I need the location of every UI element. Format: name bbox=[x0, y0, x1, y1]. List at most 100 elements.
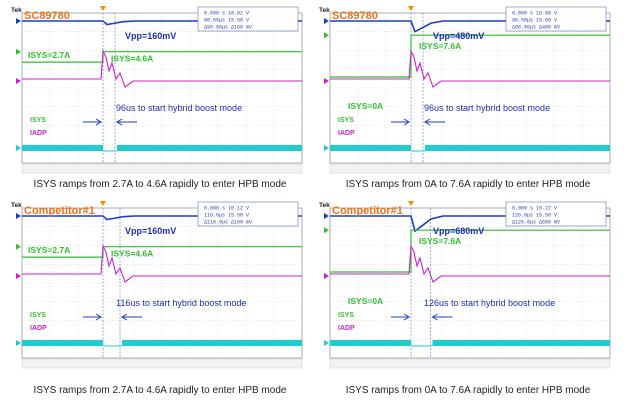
channel-marker bbox=[324, 145, 329, 151]
iadp-trace bbox=[330, 48, 610, 88]
iadp-trace bbox=[22, 243, 302, 283]
figure-caption: ISYS ramps from 0A to 7.6A rapidly to en… bbox=[345, 385, 591, 396]
panel-title: SC89780 bbox=[24, 10, 70, 22]
isys-before-label: ISYS=2.7A bbox=[28, 50, 70, 60]
figure-caption: ISYS ramps from 0A to 7.6A rapidly to en… bbox=[345, 179, 591, 190]
vsys-trace bbox=[330, 215, 610, 233]
sw-band bbox=[122, 340, 302, 346]
measurement-row: Δ96.50µs Δ480 mV bbox=[512, 25, 560, 31]
sw-band bbox=[330, 145, 411, 151]
delay-arrow-right bbox=[391, 118, 410, 126]
vsys-trace bbox=[330, 20, 610, 33]
legend-iadp: IADP bbox=[338, 325, 355, 332]
status-bar bbox=[329, 163, 611, 174]
isys-before-label: ISYS=0A bbox=[348, 101, 383, 111]
measurement-row: Δ116.0µs Δ160 mV bbox=[204, 220, 252, 226]
vpp-label: Vpp=160mV bbox=[125, 226, 176, 236]
legend-iadp: IADP bbox=[30, 130, 47, 137]
delay-label: 116us to start hybrid boost mode bbox=[116, 298, 246, 308]
channel-marker bbox=[324, 78, 329, 84]
scope-panel: 0.000 s 10.22 V 126.0µs 15.50 V Δ126.0µs Δ… bbox=[318, 200, 618, 370]
vpp-label: Vpp=480mV bbox=[433, 31, 484, 41]
isys-before-label: ISYS=2.7A bbox=[28, 245, 70, 255]
legend-isys: ISYS bbox=[30, 117, 46, 124]
channel-marker bbox=[16, 18, 21, 24]
channel-marker bbox=[16, 213, 21, 219]
measurement-row: 0.000 s 10.08 V bbox=[512, 11, 557, 17]
channel-marker bbox=[324, 18, 329, 24]
delay-arrow-right bbox=[391, 313, 410, 321]
status-bar bbox=[21, 358, 303, 369]
vpp-label: Vpp=680mV bbox=[433, 226, 484, 236]
channel-marker bbox=[324, 340, 329, 346]
isys-after-label: ISYS=7.6A bbox=[419, 41, 461, 51]
delay-arrow-right bbox=[83, 118, 102, 126]
delay-arrow-left bbox=[121, 313, 142, 321]
vpp-label: Vpp=160mV bbox=[125, 31, 176, 41]
delay-arrow-left bbox=[424, 118, 445, 126]
channel-marker bbox=[324, 273, 329, 279]
iadp-trace bbox=[330, 243, 610, 283]
measurement-row: 0.000 s 10.22 V bbox=[512, 206, 557, 212]
trigger-marker bbox=[408, 6, 414, 11]
sw-band bbox=[425, 145, 610, 151]
isys-after-label: ISYS=7.6A bbox=[419, 236, 461, 246]
brand-label: Tek bbox=[319, 202, 330, 209]
legend-iadp: IADP bbox=[338, 130, 355, 137]
measurement-box bbox=[505, 6, 607, 32]
trigger-marker bbox=[408, 201, 414, 206]
delay-label: 126us to start hybrid boost mode bbox=[424, 298, 555, 308]
measurement-row: Δ90.50µs Δ160 mV bbox=[204, 25, 252, 31]
figure-caption: ISYS ramps from 2.7A to 4.6A rapidly to … bbox=[33, 179, 287, 190]
trigger-marker bbox=[100, 201, 106, 206]
isys-after-label: ISYS=4.6A bbox=[111, 54, 153, 64]
channel-marker bbox=[324, 32, 329, 39]
channel-marker bbox=[16, 48, 21, 55]
measurement-row: Δ126.0µs Δ680 mV bbox=[512, 220, 560, 226]
legend-isys: ISYS bbox=[338, 312, 354, 319]
delay-label: 96us to start hybrid boost mode bbox=[424, 103, 550, 113]
scope-panel: 0.000 s 10.02 V 90.50µs 15.50 V Δ90.50µs Δ… bbox=[10, 5, 310, 175]
delay-arrow-left bbox=[116, 118, 137, 126]
channel-marker bbox=[16, 273, 21, 279]
measurement-box bbox=[197, 201, 299, 227]
panel-title: Competitor#1 bbox=[332, 205, 403, 217]
delay-label: 96us to start hybrid boost mode bbox=[116, 103, 242, 113]
sw-band bbox=[330, 340, 411, 346]
measurement-row: 126.0µs 15.50 V bbox=[512, 213, 557, 219]
measurement-row: 90.50µs 15.50 V bbox=[204, 18, 249, 24]
status-bar bbox=[21, 163, 303, 174]
trigger-marker bbox=[100, 6, 106, 11]
sw-band bbox=[22, 145, 103, 151]
scope-panel: 0.000 s 10.12 V 116.0µs 15.50 V Δ116.0µs Δ… bbox=[10, 200, 310, 370]
channel-marker bbox=[324, 227, 329, 234]
isys-before-label: ISYS=0A bbox=[348, 296, 383, 306]
channel-marker bbox=[16, 340, 21, 346]
measurement-box bbox=[505, 201, 607, 227]
vsys-trace bbox=[22, 215, 302, 221]
vsys-trace bbox=[22, 20, 302, 26]
delay-arrow-right bbox=[83, 313, 102, 321]
channel-marker bbox=[16, 145, 21, 151]
sw-band bbox=[432, 340, 610, 346]
brand-label: Tek bbox=[11, 7, 22, 14]
legend-isys: ISYS bbox=[338, 117, 354, 124]
channel-marker bbox=[16, 243, 21, 250]
measurement-row: 0.000 s 10.02 V bbox=[204, 11, 249, 17]
panel-title: Competitor#1 bbox=[24, 205, 95, 217]
isys-after-label: ISYS=4.6A bbox=[111, 249, 153, 259]
channel-marker bbox=[16, 78, 21, 84]
scope-panel: 0.000 s 10.08 V 96.50µs 15.60 V Δ96.50µs Δ… bbox=[318, 5, 618, 175]
measurement-row: 0.000 s 10.12 V bbox=[204, 206, 249, 212]
legend-iadp: IADP bbox=[30, 325, 47, 332]
measurement-row: 96.50µs 15.60 V bbox=[512, 18, 557, 24]
status-bar bbox=[329, 358, 611, 369]
sw-band bbox=[22, 340, 103, 346]
measurement-row: 116.0µs 15.50 V bbox=[204, 213, 249, 219]
brand-label: Tek bbox=[319, 7, 330, 14]
sw-band bbox=[117, 145, 302, 151]
